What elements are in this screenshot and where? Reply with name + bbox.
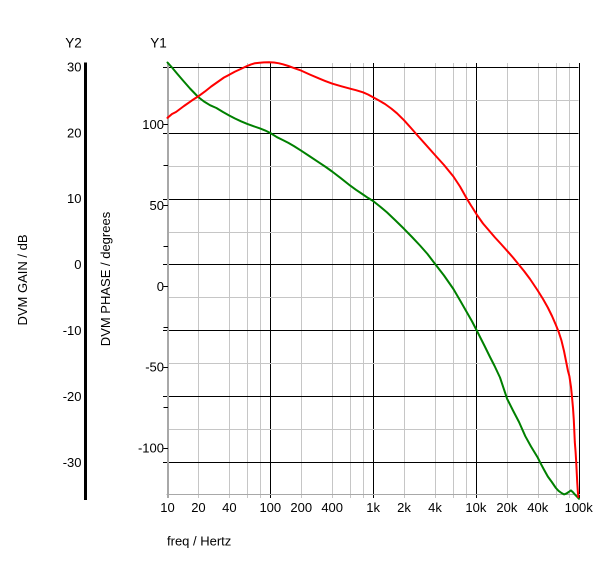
svg-text:-10: -10: [63, 323, 82, 338]
svg-text:10k: 10k: [465, 500, 486, 515]
svg-text:20: 20: [191, 500, 205, 515]
svg-text:100: 100: [259, 500, 281, 515]
svg-text:200: 200: [290, 500, 312, 515]
svg-text:40k: 40k: [527, 500, 548, 515]
svg-text:100k: 100k: [565, 500, 594, 515]
svg-text:0: 0: [157, 279, 164, 294]
svg-text:4k: 4k: [428, 500, 442, 515]
svg-text:1k: 1k: [366, 500, 380, 515]
svg-text:DVM PHASE / degrees: DVM PHASE / degrees: [98, 211, 113, 346]
svg-text:2k: 2k: [397, 500, 411, 515]
svg-text:20k: 20k: [496, 500, 517, 515]
svg-text:-50: -50: [145, 360, 164, 375]
svg-text:100: 100: [142, 117, 164, 132]
svg-text:-30: -30: [63, 455, 82, 470]
svg-text:Y1: Y1: [150, 36, 167, 51]
svg-text:freq / Hertz: freq / Hertz: [167, 534, 231, 549]
svg-text:40: 40: [222, 500, 236, 515]
svg-text:-100: -100: [138, 441, 164, 456]
svg-text:30: 30: [67, 59, 81, 74]
svg-text:400: 400: [321, 500, 343, 515]
svg-text:-20: -20: [63, 389, 82, 404]
svg-text:Y2: Y2: [65, 36, 82, 51]
svg-text:DVM GAIN / dB: DVM GAIN / dB: [15, 234, 30, 325]
svg-text:0: 0: [74, 257, 81, 272]
svg-text:20: 20: [67, 125, 81, 140]
svg-text:50: 50: [150, 198, 164, 213]
svg-text:10: 10: [67, 191, 81, 206]
svg-text:10: 10: [160, 500, 174, 515]
